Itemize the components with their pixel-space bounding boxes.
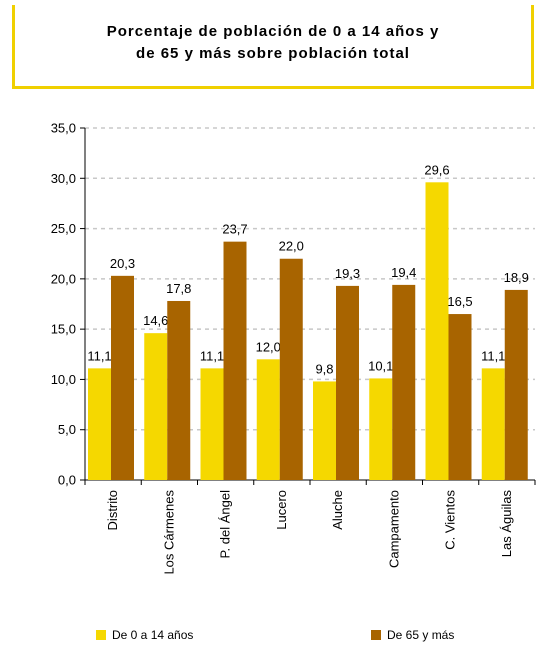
chart-title: Porcentaje de población de 0 a 14 años y…: [15, 21, 531, 65]
data-label: 18,9: [504, 270, 529, 285]
data-label: 16,5: [447, 294, 472, 309]
legend-swatch-series-1: [96, 630, 106, 640]
bar: [223, 241, 247, 480]
data-label: 11,1: [481, 348, 505, 363]
bar: [369, 378, 393, 480]
x-tick-label: Aluche: [330, 490, 345, 530]
x-tick-label: Distrito: [105, 490, 120, 530]
data-label: 19,4: [391, 265, 416, 280]
data-label: 10,1: [368, 358, 393, 373]
bar: [279, 258, 303, 480]
bar: [167, 300, 191, 480]
bar: [425, 182, 449, 480]
bar: [200, 368, 224, 480]
data-label: 11,1: [200, 348, 224, 363]
chart-title-line-1: Porcentaje de población de 0 a 14 años y: [106, 23, 440, 40]
legend-item-series-1: De 0 a 14 años: [96, 628, 193, 642]
data-label: 20,3: [110, 256, 135, 271]
y-tick-label: 5,0: [58, 422, 76, 437]
x-tick-label: Los Cármenes: [161, 490, 176, 575]
bar: [313, 381, 336, 480]
y-tick-label: 20,0: [51, 271, 76, 286]
bar: [111, 275, 134, 480]
bar: [504, 289, 528, 480]
y-tick-label: 35,0: [51, 121, 76, 136]
chart-title-line-2: de 65 y más sobre población total: [136, 45, 410, 62]
bar: [481, 368, 505, 480]
y-tick-label: 15,0: [51, 322, 76, 337]
bar: [88, 368, 111, 480]
x-tick-label: Lucero: [274, 490, 289, 530]
bar: [448, 314, 472, 480]
data-label: 9,8: [315, 361, 333, 376]
y-tick-label: 30,0: [51, 171, 76, 186]
data-label: 19,3: [335, 266, 360, 281]
x-tick-label: Campamento: [386, 490, 401, 568]
x-tick-label: Las Águilas: [499, 490, 514, 558]
legend-item-series-2: De 65 y más: [371, 628, 454, 642]
y-tick-label: 0,0: [58, 473, 76, 488]
data-label: 11,1: [87, 348, 111, 363]
bar: [256, 359, 280, 480]
y-tick-label: 10,0: [51, 372, 76, 387]
bar: [392, 284, 416, 480]
data-label: 23,7: [222, 222, 247, 237]
legend-swatch-series-2: [371, 630, 381, 640]
chart-title-box: Porcentaje de población de 0 a 14 años y…: [12, 5, 534, 89]
bar: [144, 333, 168, 480]
legend-label-series-2: De 65 y más: [387, 628, 455, 642]
x-tick-label: P. del Ángel: [218, 490, 233, 559]
data-label: 14,6: [143, 313, 168, 328]
data-label: 22,0: [279, 239, 304, 254]
data-label: 12,0: [256, 339, 281, 354]
data-label: 29,6: [424, 162, 449, 177]
bar: [336, 285, 359, 480]
x-tick-label: C. Vientos: [443, 490, 458, 550]
y-tick-label: 25,0: [51, 221, 76, 236]
data-label: 17,8: [166, 281, 191, 296]
legend-label-series-1: De 0 a 14 años: [112, 628, 194, 642]
